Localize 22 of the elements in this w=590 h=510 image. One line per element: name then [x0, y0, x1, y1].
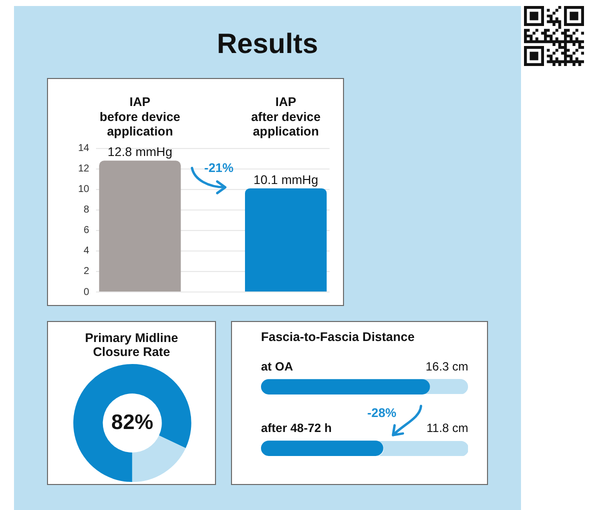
y-tick-label: 4 [84, 246, 90, 257]
y-tick-label: at OA [261, 360, 294, 374]
y-tick-label: after 48-72 h [261, 421, 332, 436]
data-label: 12.8 mmHg [108, 145, 172, 160]
x-tick-label: IAP after device application [251, 95, 321, 138]
y-tick-label: 0 [84, 286, 90, 298]
data-label: 10.1 mmHg [254, 172, 318, 187]
data-label: 16.3 cm [426, 360, 468, 374]
data-label: 82% [111, 410, 154, 434]
chart-title: Fascia-to-Fascia Distance [261, 330, 415, 344]
chart-title: Results [216, 27, 318, 61]
y-tick-label: 2 [84, 266, 90, 278]
y-tick-label: 8 [84, 204, 90, 216]
y-tick-label: 10 [78, 184, 90, 196]
chart-title: Primary Midline Closure Rate [84, 331, 180, 360]
data-label: 11.8 cm [426, 421, 468, 436]
y-tick-label: 6 [84, 225, 90, 236]
annotation: -28% [367, 406, 396, 420]
annotation: -21% [204, 161, 234, 176]
y-tick-label: 12 [78, 164, 90, 175]
x-tick-label: IAP before device application [100, 95, 180, 138]
y-tick-label: 14 [78, 143, 90, 154]
